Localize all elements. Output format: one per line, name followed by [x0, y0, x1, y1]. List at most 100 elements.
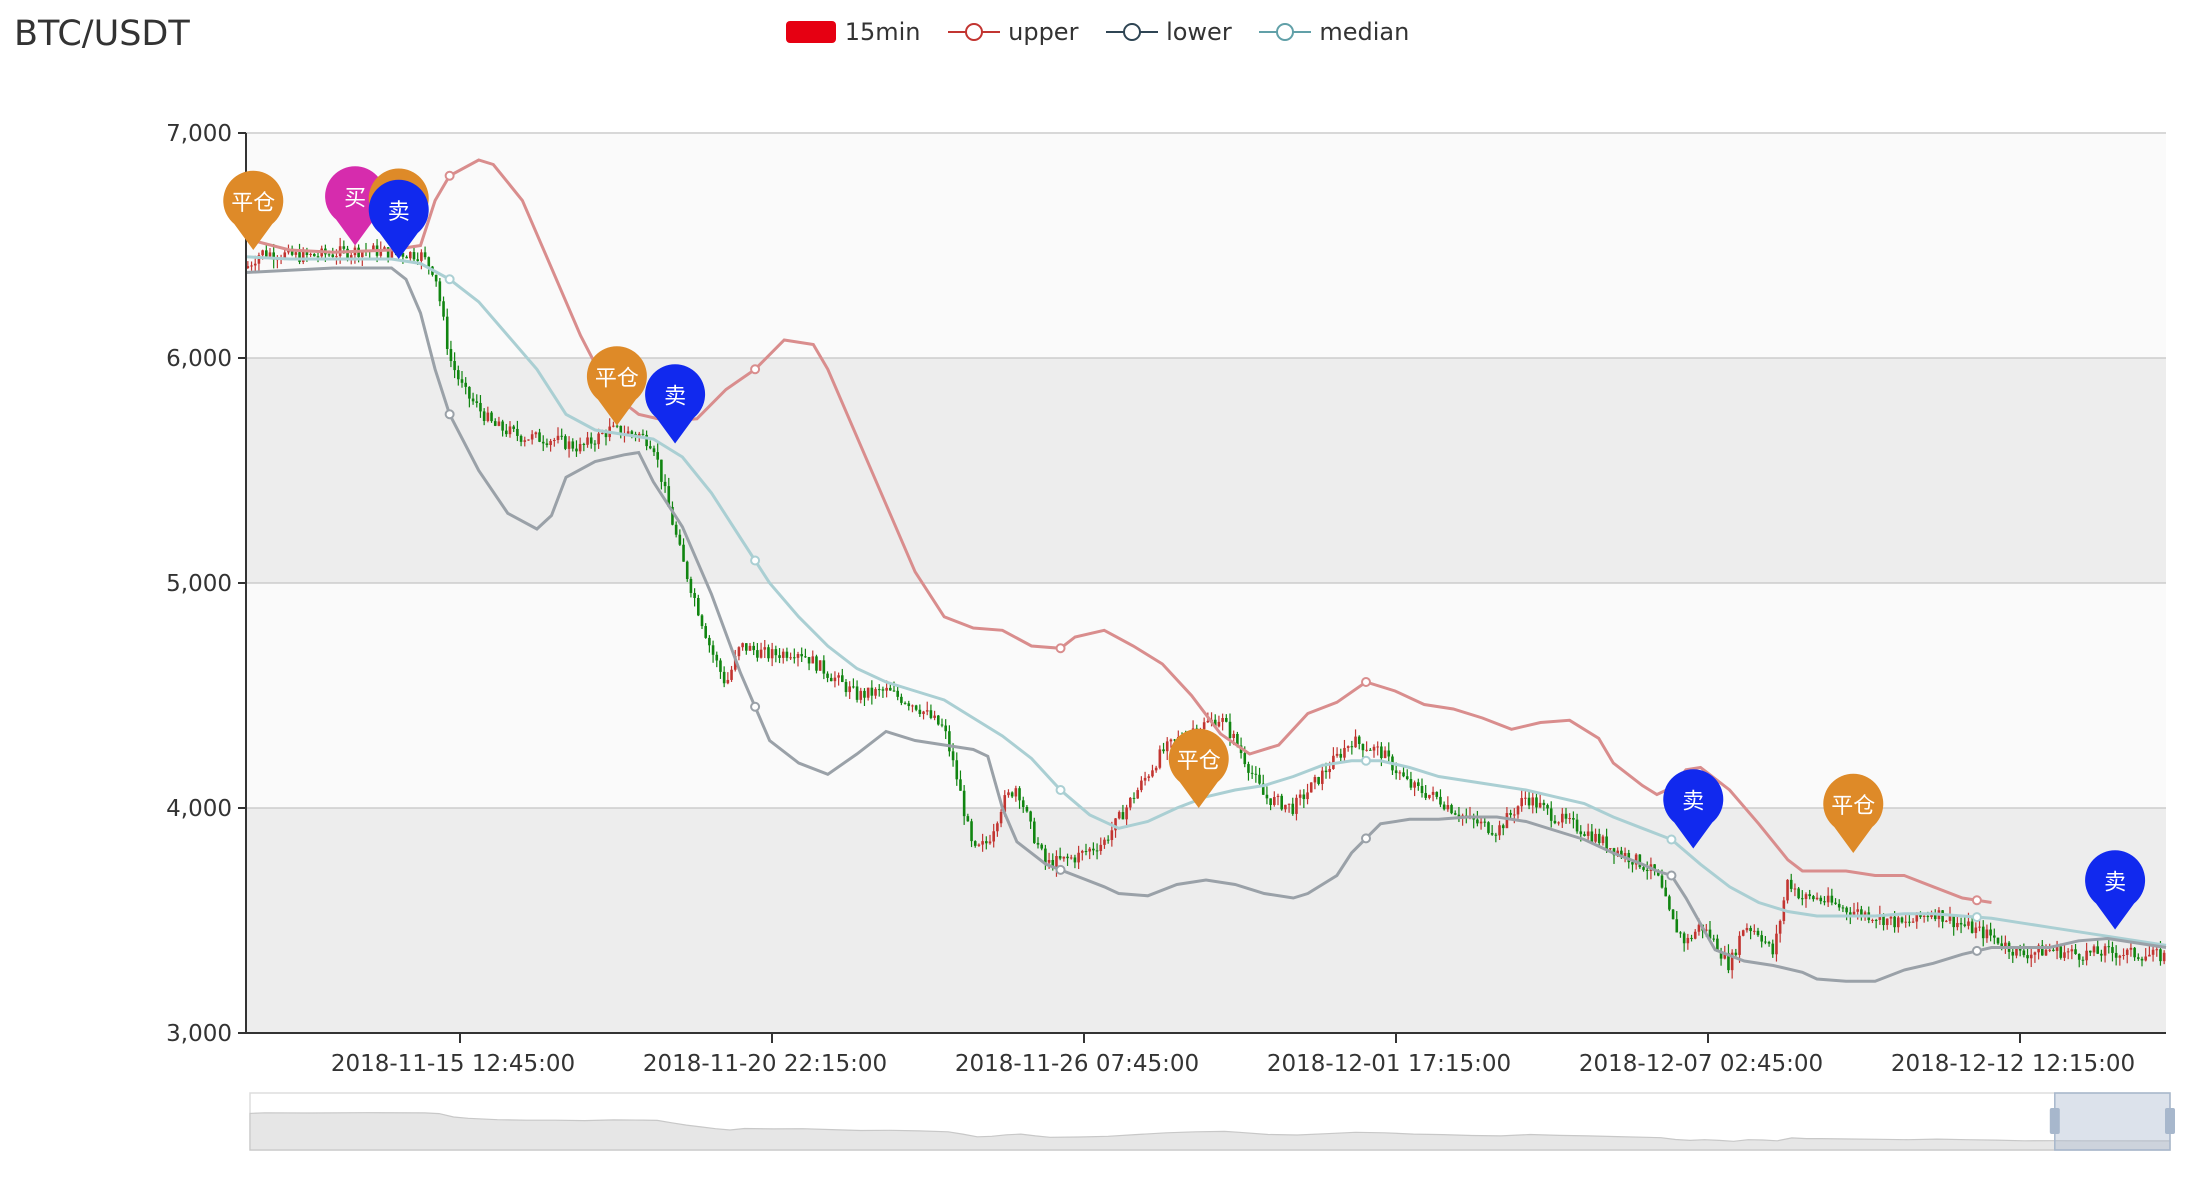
candle-body: [1531, 797, 1535, 806]
candle-body: [1893, 916, 1896, 928]
candle-body: [1309, 782, 1313, 793]
candle-body: [1915, 912, 1919, 922]
marker-label: 卖: [388, 200, 410, 225]
candle-body: [1568, 818, 1571, 820]
candle-body: [468, 386, 471, 399]
candle-body: [1767, 942, 1771, 944]
lower-symbol: [1361, 833, 1371, 844]
y-tick-label: 6,000: [166, 346, 232, 372]
candle-body: [711, 645, 715, 655]
lower-symbol: [750, 701, 761, 712]
candle-body: [759, 649, 763, 658]
candle-body: [1025, 806, 1029, 812]
candle-body: [497, 421, 501, 426]
candle-body: [1498, 825, 1501, 836]
candle-body: [1926, 915, 1930, 918]
lower-symbol: [444, 409, 455, 420]
candle-body: [1487, 822, 1490, 833]
candle-body: [1298, 794, 1302, 798]
legend-item-upper[interactable]: upper: [948, 18, 1078, 46]
median-symbol: [1971, 912, 1982, 923]
candle-body: [1996, 937, 2000, 944]
datazoom-slider[interactable]: [249, 1092, 2175, 1151]
legend-item-median[interactable]: median: [1259, 18, 1409, 46]
candle-body: [1786, 879, 1789, 901]
candle-body: [2077, 953, 2081, 960]
candle-body: [1922, 915, 1926, 917]
candle-body: [1007, 792, 1010, 796]
candle-body: [763, 647, 767, 650]
candle-body: [1760, 935, 1763, 942]
upper-symbol: [1971, 895, 1982, 906]
candle-body: [2033, 952, 2037, 955]
candle-body: [1967, 921, 1970, 926]
candle-body: [1952, 915, 1955, 928]
candle-body: [1845, 907, 1848, 913]
candle-body: [290, 248, 294, 255]
candle-body: [527, 439, 530, 441]
marker-close: 平仓: [223, 170, 284, 250]
candle-body: [1631, 862, 1634, 865]
candle-body: [1317, 776, 1320, 784]
candle-body: [1228, 721, 1232, 738]
candle-body: [1258, 774, 1261, 784]
candle-body: [346, 248, 349, 259]
candle-body: [1010, 792, 1014, 797]
candle-body: [1439, 796, 1442, 805]
candle-body: [1885, 918, 1889, 926]
candle-body: [2015, 947, 2018, 956]
candle-body: [1147, 776, 1151, 778]
candle-body: [1018, 788, 1021, 801]
candle-body: [1225, 718, 1228, 722]
candle-body: [1771, 943, 1775, 955]
candle-body: [1863, 912, 1867, 916]
candle-body: [386, 247, 390, 258]
candle-body: [988, 841, 992, 844]
candle-body: [889, 687, 892, 691]
upper-symbol: [750, 364, 761, 375]
candle-body: [900, 696, 903, 703]
candle-body: [1376, 746, 1379, 748]
candle-body: [593, 443, 597, 445]
candle-body: [1169, 739, 1173, 742]
candle-body: [1476, 819, 1479, 824]
legend-item-15min[interactable]: 15min: [785, 18, 920, 46]
candle-body: [1549, 808, 1553, 821]
candle-body: [1908, 921, 1911, 923]
candle-body: [409, 252, 412, 259]
candle-body: [545, 443, 549, 446]
candle-body: [1756, 930, 1760, 936]
candle-body: [1095, 850, 1099, 852]
candle-body: [937, 715, 940, 725]
candle-body: [2159, 949, 2162, 962]
candle-body: [999, 812, 1003, 824]
candle-body: [1110, 830, 1114, 841]
candle-body: [907, 703, 911, 707]
candle-body: [708, 637, 711, 646]
candle-body: [1125, 807, 1128, 820]
legend-item-lower[interactable]: lower: [1106, 18, 1232, 46]
upper-line: [245, 158, 1992, 904]
indicator-lines: [245, 158, 2167, 983]
candle-body: [512, 426, 515, 429]
candle-body: [1021, 800, 1025, 807]
candle-body: [2162, 952, 2166, 962]
candle-body: [2004, 942, 2007, 947]
candle-body: [877, 689, 881, 691]
candle-body: [804, 656, 807, 658]
candle-body: [471, 398, 475, 402]
y-band: [246, 133, 2166, 358]
candle-body: [685, 561, 689, 579]
candle-body: [445, 316, 449, 349]
candle-body: [1697, 924, 1701, 932]
candle-body: [1564, 813, 1568, 819]
candle-body: [1409, 779, 1413, 788]
candle-body: [316, 256, 320, 258]
candle-body: [1668, 896, 1671, 910]
candle-body: [1428, 794, 1431, 798]
candle-body: [1538, 802, 1542, 808]
candle-body: [704, 626, 707, 638]
candle-body: [1162, 749, 1165, 752]
median-symbol: [750, 555, 761, 566]
